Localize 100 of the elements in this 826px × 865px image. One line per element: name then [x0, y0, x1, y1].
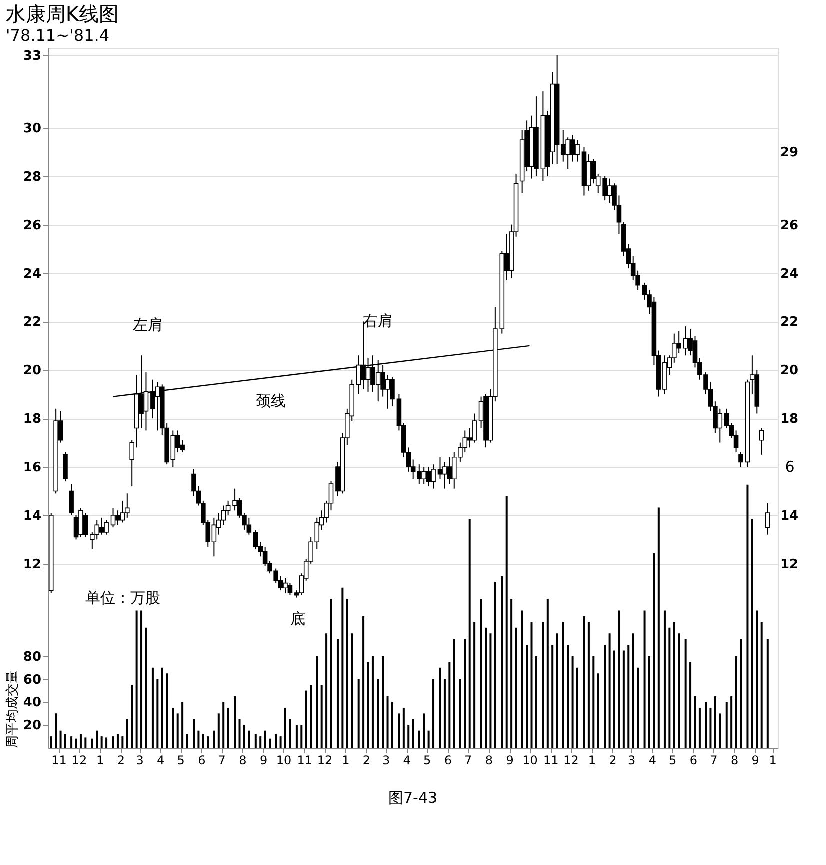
- bar: [346, 599, 348, 748]
- bar: [176, 714, 179, 748]
- bar: [510, 599, 513, 748]
- bar: [386, 696, 389, 748]
- bar: [428, 730, 430, 748]
- bar: [305, 690, 308, 748]
- candlestick: [766, 502, 770, 536]
- bar: [377, 679, 380, 748]
- bar: [515, 628, 518, 748]
- bar: [391, 702, 394, 748]
- bar: [362, 616, 365, 748]
- candlestick: [124, 493, 130, 518]
- x-tick-label: 3: [136, 754, 144, 768]
- bar: [172, 708, 174, 748]
- bar: [644, 610, 646, 748]
- bar: [604, 645, 606, 748]
- x-tick-label: 1: [588, 754, 596, 768]
- bar: [535, 656, 538, 748]
- chart-title: 水康周K线图: [6, 2, 120, 26]
- y-tick-label: 26: [23, 218, 42, 234]
- bar: [248, 730, 250, 748]
- y-tick-label: 28: [23, 170, 42, 185]
- bar: [468, 519, 471, 748]
- bar: [234, 696, 236, 748]
- bar: [637, 668, 640, 748]
- bar: [760, 622, 763, 748]
- bar: [116, 734, 119, 748]
- bar: [320, 685, 323, 748]
- y3-tick-label: 20: [780, 364, 799, 379]
- bar: [583, 616, 586, 748]
- bar: [207, 736, 210, 748]
- bar: [398, 714, 400, 748]
- bar: [705, 702, 708, 748]
- bar: [444, 679, 446, 748]
- bar: [439, 668, 442, 748]
- y-tick-label: 22: [23, 315, 42, 330]
- bar: [726, 702, 728, 748]
- bar: [316, 656, 318, 748]
- bar: [372, 656, 374, 748]
- bar: [542, 622, 544, 748]
- x-tick-label: 6: [444, 754, 452, 768]
- y2-tick-label: 40: [23, 696, 42, 711]
- y-tick-label: 30: [23, 121, 42, 136]
- bar: [622, 650, 625, 748]
- bar: [60, 730, 62, 748]
- bar: [55, 714, 58, 748]
- x-tick-label: 2: [117, 754, 125, 768]
- bar: [166, 674, 168, 748]
- bar: [289, 719, 292, 748]
- bar: [664, 610, 666, 748]
- candlestick: [130, 440, 134, 487]
- x-tick-label: 1: [342, 754, 350, 768]
- x-tick-label: 8: [730, 754, 739, 768]
- bar: [746, 484, 749, 748]
- y2-axis-title: 周平均成交量: [4, 670, 20, 748]
- bar: [572, 656, 574, 748]
- bar: [75, 738, 78, 748]
- bar: [546, 599, 549, 748]
- bar: [506, 496, 508, 748]
- bar: [614, 650, 616, 748]
- y2-tick-label: 60: [23, 672, 42, 688]
- bar: [766, 639, 769, 748]
- bar: [576, 668, 578, 748]
- bar: [526, 645, 528, 748]
- bar: [490, 634, 492, 748]
- bar: [418, 730, 420, 748]
- bar: [658, 508, 660, 748]
- bar: [668, 628, 671, 748]
- bar: [330, 599, 332, 748]
- bar: [756, 610, 758, 748]
- annotation: 底: [290, 610, 306, 628]
- bar: [91, 738, 94, 748]
- x-tick-label: 6: [690, 754, 698, 768]
- bar: [382, 656, 384, 748]
- bar: [342, 588, 344, 748]
- bar: [238, 719, 241, 748]
- bar: [501, 576, 504, 748]
- bar: [152, 668, 154, 748]
- bar: [562, 622, 564, 748]
- bar: [648, 656, 650, 748]
- bar: [751, 519, 754, 748]
- bar: [186, 734, 188, 748]
- y3-tick-label: 18: [780, 412, 799, 428]
- y-tick-label: 14: [23, 508, 42, 524]
- x-tick-label: 12: [317, 754, 333, 768]
- candlestick: [69, 483, 74, 516]
- x-tick-label: 12: [72, 754, 88, 768]
- bar: [122, 736, 124, 748]
- bar: [678, 634, 680, 748]
- bar: [96, 730, 98, 748]
- bar: [100, 736, 103, 748]
- bar: [556, 634, 558, 748]
- bar: [351, 634, 354, 748]
- candlestick: [759, 428, 764, 456]
- bar: [730, 696, 733, 748]
- x-tick-label: 1: [96, 754, 104, 768]
- bar: [592, 656, 595, 748]
- bar: [402, 708, 405, 748]
- bar: [198, 730, 200, 748]
- x-tick-label: 9: [752, 754, 760, 768]
